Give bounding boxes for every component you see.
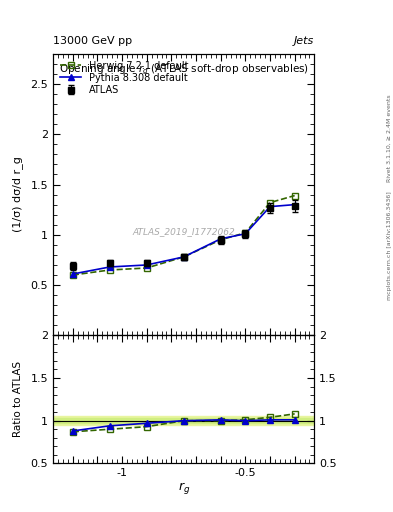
Y-axis label: (1/σ) dσ/d r_g: (1/σ) dσ/d r_g xyxy=(12,157,23,232)
Herwig 7.2.1 default xyxy=(219,237,223,243)
Line: Herwig 7.2.1 default: Herwig 7.2.1 default xyxy=(70,193,298,278)
Text: Rivet 3.1.10, ≥ 2.4M events: Rivet 3.1.10, ≥ 2.4M events xyxy=(387,94,391,182)
Pythia 8.308 default xyxy=(70,271,75,277)
Text: 13000 GeV pp: 13000 GeV pp xyxy=(53,36,132,46)
Pythia 8.308 default xyxy=(292,202,297,208)
Text: Jets: Jets xyxy=(294,36,314,46)
Legend: Herwig 7.2.1 default, Pythia 8.308 default, ATLAS: Herwig 7.2.1 default, Pythia 8.308 defau… xyxy=(58,58,191,97)
Pythia 8.308 default xyxy=(243,231,248,237)
Y-axis label: Ratio to ATLAS: Ratio to ATLAS xyxy=(13,361,23,437)
Herwig 7.2.1 default xyxy=(107,267,112,273)
Text: mcplots.cern.ch [arXiv:1306.3436]: mcplots.cern.ch [arXiv:1306.3436] xyxy=(387,191,391,300)
Pythia 8.308 default xyxy=(219,236,223,242)
Pythia 8.308 default xyxy=(182,254,186,260)
Herwig 7.2.1 default xyxy=(182,254,186,260)
Herwig 7.2.1 default xyxy=(243,230,248,236)
Herwig 7.2.1 default xyxy=(268,200,272,206)
Text: ATLAS_2019_I1772062: ATLAS_2019_I1772062 xyxy=(132,227,235,236)
Herwig 7.2.1 default xyxy=(144,265,149,271)
Text: Opening angle $r_g$ (ATLAS soft-drop observables): Opening angle $r_g$ (ATLAS soft-drop obs… xyxy=(59,62,309,77)
Line: Pythia 8.308 default: Pythia 8.308 default xyxy=(70,202,298,277)
Herwig 7.2.1 default xyxy=(70,272,75,278)
Pythia 8.308 default xyxy=(268,204,272,210)
Pythia 8.308 default xyxy=(107,264,112,270)
X-axis label: $r_g$: $r_g$ xyxy=(178,480,190,496)
Pythia 8.308 default xyxy=(144,262,149,268)
Herwig 7.2.1 default xyxy=(292,193,297,199)
